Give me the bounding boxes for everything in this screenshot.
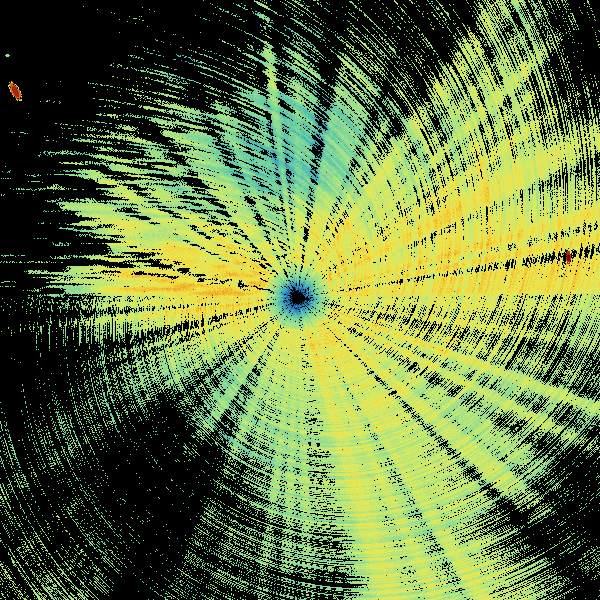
radar-heatmap-view [0,0,600,600]
radar-heatmap-canvas [0,0,600,600]
